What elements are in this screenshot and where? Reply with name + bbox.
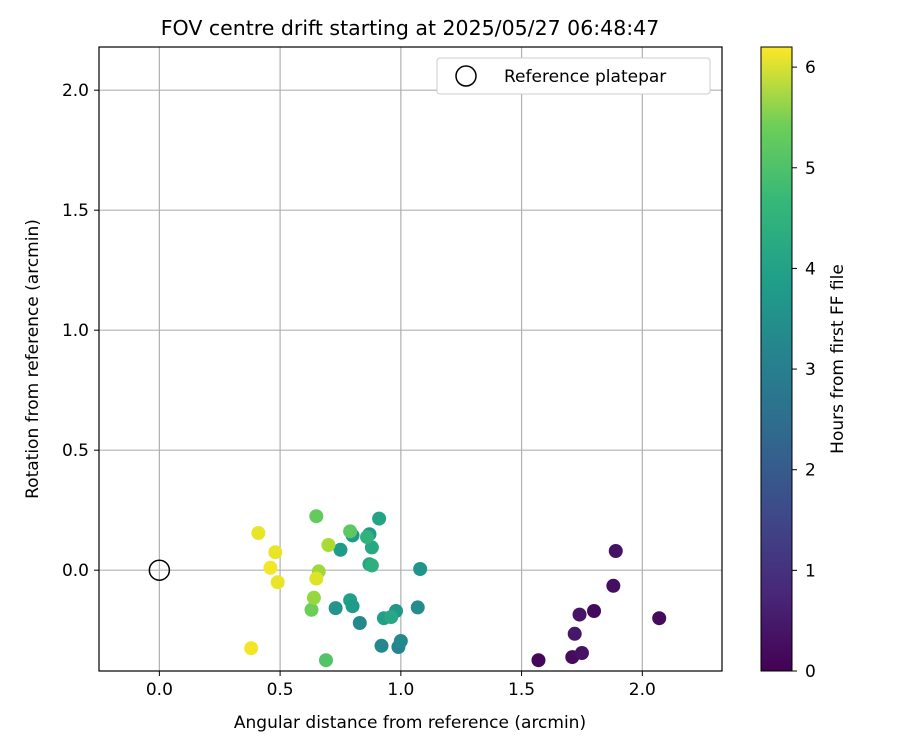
data-point xyxy=(372,511,387,526)
data-point xyxy=(270,575,285,590)
grid xyxy=(99,47,722,671)
data-point xyxy=(263,560,278,575)
x-tick-label: 1.0 xyxy=(387,680,414,700)
data-point xyxy=(306,590,321,605)
data-point xyxy=(587,604,602,618)
colorbar-tick-label: 6 xyxy=(805,58,816,78)
x-tick-label: 0.0 xyxy=(146,680,173,700)
colorbar-tick-label: 1 xyxy=(805,561,816,581)
y-tick-label: 0.5 xyxy=(62,441,89,461)
y-axis-label: Rotation from reference (arcmin) xyxy=(23,219,43,499)
data-point xyxy=(413,562,428,576)
legend-box xyxy=(436,57,711,95)
colorbar-gradient xyxy=(761,47,792,671)
data-point xyxy=(352,616,367,630)
data-point xyxy=(567,626,582,641)
data-point xyxy=(251,526,266,540)
data-point xyxy=(309,571,324,586)
legend-label: Reference platepar xyxy=(504,67,666,87)
y-tick-label: 1.5 xyxy=(62,201,89,221)
data-point xyxy=(328,601,343,616)
data-point xyxy=(608,544,623,558)
colorbar-tick-label: 5 xyxy=(805,159,816,179)
points-layer xyxy=(244,509,667,668)
colorbar-tick-label: 2 xyxy=(805,461,816,481)
data-point xyxy=(345,599,360,614)
data-point xyxy=(531,653,546,668)
legend: Reference platepar xyxy=(436,57,711,95)
data-point xyxy=(374,638,389,653)
data-point xyxy=(393,634,408,648)
legend-marker xyxy=(455,65,477,87)
data-point xyxy=(333,542,348,557)
colorbar-label: Hours from first FF file xyxy=(828,264,848,454)
data-point xyxy=(574,646,589,660)
plot-frame xyxy=(98,46,723,672)
data-point xyxy=(268,545,283,560)
data-point xyxy=(572,607,587,622)
data-point xyxy=(652,611,667,626)
reference-marker-layer xyxy=(148,559,171,581)
colorbar-frame xyxy=(760,46,793,672)
y-axis-ticks: 0.0 0.5 1.0 1.5 2.0 xyxy=(62,81,99,581)
chart-title: FOV centre drift starting at 2025/05/27 … xyxy=(161,16,660,40)
x-tick-label: 1.5 xyxy=(508,680,535,700)
x-tick-label: 0.5 xyxy=(267,680,294,700)
reference-platepar-marker xyxy=(148,559,171,581)
data-point xyxy=(244,641,259,656)
data-point xyxy=(410,600,425,615)
colorbar: 0 1 2 3 4 5 6 Hours from first FF file xyxy=(760,46,848,682)
x-axis-label: Angular distance from reference (arcmin) xyxy=(234,713,586,733)
x-tick-label: 2.0 xyxy=(629,680,656,700)
data-point xyxy=(384,610,399,624)
data-point xyxy=(321,538,336,552)
data-point xyxy=(318,653,333,668)
y-tick-label: 2.0 xyxy=(62,81,89,101)
colorbar-tick-label: 0 xyxy=(805,662,816,682)
x-axis-ticks: 0.0 0.5 1.0 1.5 2.0 xyxy=(146,671,656,700)
data-point xyxy=(304,602,319,617)
y-tick-label: 1.0 xyxy=(62,321,89,341)
data-point xyxy=(309,509,324,524)
colorbar-tick-label: 4 xyxy=(805,259,816,279)
colorbar-ticks: 0 1 2 3 4 5 6 xyxy=(792,58,816,682)
colorbar-tick-label: 3 xyxy=(805,360,816,380)
data-point xyxy=(364,558,379,573)
data-point xyxy=(360,530,375,545)
y-tick-label: 0.0 xyxy=(62,561,89,581)
data-point xyxy=(606,578,621,593)
data-point xyxy=(343,524,358,539)
